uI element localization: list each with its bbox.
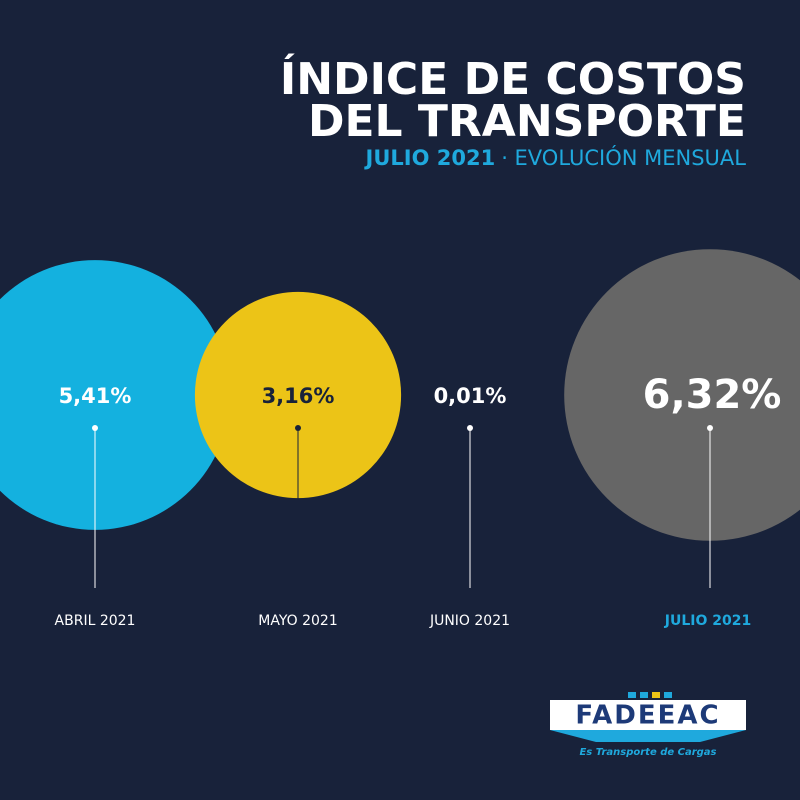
stem-dot — [707, 425, 713, 431]
logo-square — [664, 692, 672, 698]
title-line: DEL TRANSPORTE — [308, 96, 746, 147]
logo: FADEEAC Es Transporte de Cargas — [550, 692, 746, 758]
logo-name: FADEEAC — [575, 701, 720, 731]
logo-tagline: Es Transporte de Cargas — [579, 747, 716, 758]
category-label: JUNIO 2021 — [429, 613, 510, 629]
bubble — [564, 249, 800, 541]
category-label: ABRIL 2021 — [55, 613, 136, 629]
bubble — [464, 389, 476, 401]
logo-square — [628, 692, 636, 698]
subtitle-text: · EVOLUCIÓN MENSUAL — [501, 145, 746, 170]
value-label: 6,32% — [643, 372, 782, 418]
value-label: 3,16% — [262, 384, 335, 408]
stem-dot — [295, 425, 301, 431]
category-label: MAYO 2021 — [258, 613, 337, 629]
bubbles: 5,41% ABRIL 2021 3,16% MAYO 2021 0,01% JUNIO … — [0, 249, 800, 629]
value-label: 5,41% — [59, 384, 132, 408]
bubble — [0, 260, 230, 530]
value-label: 0,01% — [434, 384, 507, 408]
stem-dot — [467, 425, 473, 431]
logo-square — [640, 692, 648, 698]
subtitle-highlight: JULIO 2021 — [364, 146, 496, 170]
stem-dot — [92, 425, 98, 431]
logo-square — [652, 692, 660, 698]
logo-box — [550, 700, 746, 730]
title-line: ÍNDICE DE COSTOS — [280, 52, 746, 105]
category-label: JULIO 2021 — [664, 613, 751, 629]
subtitle: JULIO 2021 · EVOLUCIÓN MENSUAL — [364, 145, 747, 170]
logo-road — [550, 730, 746, 742]
bubble — [194, 291, 402, 499]
